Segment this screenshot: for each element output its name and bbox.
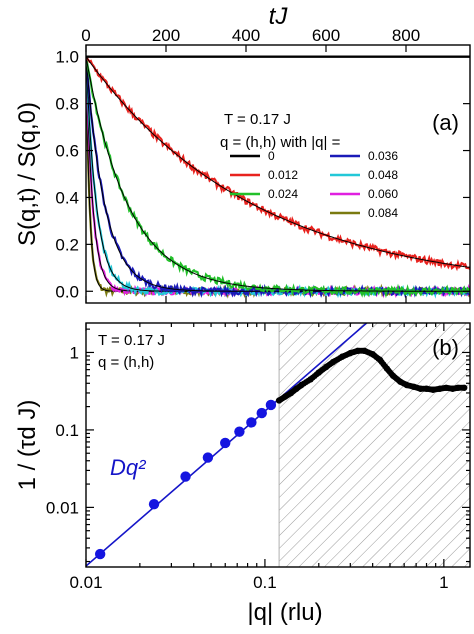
panel-a-xtick-label: 0 xyxy=(81,26,90,45)
panel-a-ylabel: S(q,t) / S(q,0) xyxy=(14,102,41,246)
panel-a-xtick-label: 600 xyxy=(312,26,340,45)
legend-label-0: 0 xyxy=(268,149,275,163)
panel-b-ytick-label: 0.1 xyxy=(55,421,79,440)
panel-a-ytick-label: 0.8 xyxy=(55,95,79,114)
data-point-blue xyxy=(246,417,257,428)
data-point-blue xyxy=(148,498,160,510)
panel-a-ytick-label: 1.0 xyxy=(55,48,79,67)
panel-b-plot-area xyxy=(86,323,468,567)
panel-b-ytick-label: 1 xyxy=(70,343,79,362)
panel-b-label: (b) xyxy=(432,335,459,360)
fit-curve-0.024 xyxy=(86,56,470,292)
panel-a-annotation-temp: T = 0.17 J xyxy=(224,111,291,128)
panel-a-xtick-label: 400 xyxy=(232,26,260,45)
legend-label-0.084: 0.084 xyxy=(368,206,398,220)
panel-a-ytick-label: 0.6 xyxy=(55,142,79,161)
panel-a-label: (a) xyxy=(432,110,459,135)
panel-a-ytick-label: 0.2 xyxy=(55,235,79,254)
data-point-blue xyxy=(180,471,191,482)
series-line-0.024 xyxy=(86,56,470,299)
data-point-blue xyxy=(94,548,106,560)
series-line-0.012 xyxy=(86,56,470,272)
panel-a-xtick-label: 800 xyxy=(392,26,420,45)
panel-a-ytick-label: 0.0 xyxy=(55,282,79,301)
panel-a-ticks: 0 200 400 600 800 0.0 0.2 0.4 0.6 0.8 1.0 xyxy=(55,26,470,303)
panel-b-frame xyxy=(85,322,471,568)
data-point-blue xyxy=(220,437,231,449)
panel-a: 0 200 400 600 800 0.0 0.2 0.4 0.6 0.8 1.0 tJ S(q,t… xyxy=(14,3,471,304)
panel-a-xtick-label: 200 xyxy=(152,26,180,45)
legend-label-0.048: 0.048 xyxy=(368,168,398,182)
legend-label-0.024: 0.024 xyxy=(268,187,298,201)
panel-b-xlabel: |q| (rlu) xyxy=(247,599,322,626)
panel-b-annotation-q: q = (h,h) xyxy=(98,354,154,371)
data-point-black-fill xyxy=(305,377,312,384)
fit-curve-0.012 xyxy=(86,56,470,268)
panel-b-shaded-region xyxy=(279,323,470,567)
panel-b-xtick-label: 1 xyxy=(439,573,448,592)
data-point-black-fill xyxy=(382,363,389,370)
panel-a-frame xyxy=(85,44,471,304)
data-point-blue xyxy=(256,407,267,419)
panel-a-series xyxy=(86,55,470,299)
data-point-blue xyxy=(265,399,277,411)
panel-b: 0.01 0.1 1 0.01 0.1 1 |q| (rlu) 1 / (τd J) (b… xyxy=(14,322,471,626)
panel-b-xtick-label: 0.01 xyxy=(69,573,102,592)
legend-label-0.060: 0.060 xyxy=(368,187,398,201)
data-point-black-fill xyxy=(459,384,466,391)
panel-a-ytick-label: 0.4 xyxy=(55,188,79,207)
panel-b-xtick-label: 0.1 xyxy=(253,573,277,592)
legend-label-0.036: 0.036 xyxy=(368,149,398,163)
panel-b-annotation-temp: T = 0.17 J xyxy=(98,332,165,349)
panel-a-legend: 0 0.012 0.024 0.036 0.048 0.060 0.084 xyxy=(230,149,398,220)
panel-b-ylabel: 1 / (τd J) xyxy=(14,400,41,491)
legend-label-0.012: 0.012 xyxy=(268,168,298,182)
panel-b-ytick-label: 0.01 xyxy=(46,498,79,517)
data-point-blue xyxy=(234,426,245,437)
panel-b-fit-label: Dq² xyxy=(110,455,146,480)
data-point-blue xyxy=(202,452,214,463)
panel-a-annotation-q: q = (h,h) with |q| = xyxy=(220,134,341,151)
panel-b-ticks: 0.01 0.1 1 0.01 0.1 1 xyxy=(46,323,470,592)
panel-a-xlabel: tJ xyxy=(269,3,289,30)
